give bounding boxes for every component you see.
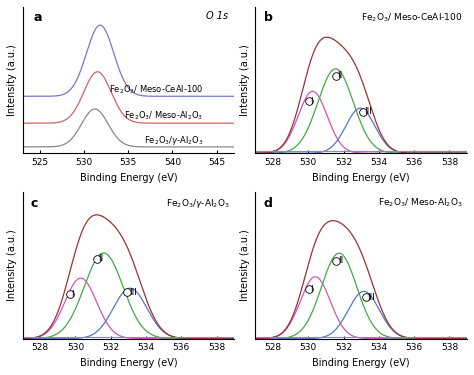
Y-axis label: Intensity (a.u.): Intensity (a.u.) [240,44,250,116]
Text: Fe$_2$O$_3$/ Meso-CeAl-100: Fe$_2$O$_3$/ Meso-CeAl-100 [109,84,203,96]
X-axis label: Binding Energy (eV): Binding Energy (eV) [312,172,410,183]
Text: III: III [365,107,372,116]
Text: I: I [72,290,74,299]
Text: Fe$_2$O$_3$/ Meso-Al$_2$O$_3$: Fe$_2$O$_3$/ Meso-Al$_2$O$_3$ [124,109,203,122]
Text: Fe$_2$O$_3$/ Meso-Al$_2$O$_3$: Fe$_2$O$_3$/ Meso-Al$_2$O$_3$ [378,197,463,209]
Text: Fe$_2$O$_3$/$\gamma$-Al$_2$O$_3$: Fe$_2$O$_3$/$\gamma$-Al$_2$O$_3$ [166,197,230,210]
Text: II: II [337,71,342,80]
Text: I: I [310,285,313,294]
Y-axis label: Intensity (a.u.): Intensity (a.u.) [240,230,250,302]
Y-axis label: Intensity (a.u.): Intensity (a.u.) [7,44,17,116]
Text: II: II [98,255,103,264]
Text: Fe$_2$O$_3$/$\gamma$-Al$_2$O$_3$: Fe$_2$O$_3$/$\gamma$-Al$_2$O$_3$ [144,134,203,147]
Text: a: a [33,11,42,24]
Y-axis label: Intensity (a.u.): Intensity (a.u.) [7,230,17,302]
Text: c: c [31,197,38,210]
Text: II: II [338,256,343,265]
Text: d: d [264,197,273,210]
X-axis label: Binding Energy (eV): Binding Energy (eV) [312,358,410,368]
Text: III: III [129,288,137,297]
Text: I: I [310,97,313,106]
Text: b: b [264,11,273,24]
Text: Fe$_2$O$_3$/ Meso-CeAl-100: Fe$_2$O$_3$/ Meso-CeAl-100 [361,11,463,24]
Text: O 1s: O 1s [206,11,228,21]
X-axis label: Binding Energy (eV): Binding Energy (eV) [80,358,177,368]
Text: III: III [367,292,375,302]
X-axis label: Binding Energy (eV): Binding Energy (eV) [80,172,177,183]
